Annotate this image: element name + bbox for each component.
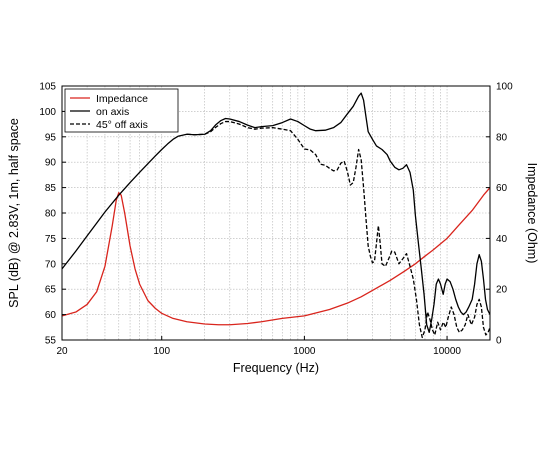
y-tick-label: 60 bbox=[45, 310, 57, 321]
x-tick-label: 1000 bbox=[293, 346, 316, 357]
y-tick-label: 75 bbox=[45, 234, 57, 245]
y2-tick-label: 40 bbox=[496, 234, 508, 245]
tick-layer: 20 100 1000 10000 55 60 65 70 75 80 85 90 95 100 105 0 2… bbox=[39, 82, 513, 358]
x-axis-label: Frequency (Hz) bbox=[233, 361, 319, 375]
series-line-2 bbox=[186, 120, 490, 339]
y-tick-label: 105 bbox=[39, 82, 56, 93]
y-tick-label: 100 bbox=[39, 107, 56, 118]
legend-label-1: on axis bbox=[96, 106, 129, 118]
y-tick-label: 80 bbox=[45, 209, 57, 220]
y-axis-label: SPL (dB) @ 2.83V, 1m, half space bbox=[7, 118, 21, 308]
y2-tick-label: 0 bbox=[496, 336, 502, 347]
y2-tick-label: 80 bbox=[496, 132, 508, 143]
y-tick-label: 90 bbox=[45, 158, 57, 169]
y-tick-label: 85 bbox=[45, 183, 57, 194]
y2-axis-label: Impedance (Ohm) bbox=[525, 163, 539, 264]
y-tick-label: 65 bbox=[45, 285, 57, 296]
x-tick-label: 10000 bbox=[433, 346, 461, 357]
x-tick-label: 100 bbox=[153, 346, 170, 357]
series-layer bbox=[62, 92, 490, 339]
grid bbox=[62, 86, 490, 340]
y2-tick-label: 60 bbox=[496, 183, 508, 194]
y-tick-label: 55 bbox=[45, 336, 57, 347]
legend-label-0: Impedance bbox=[96, 93, 148, 105]
y-tick-label: 95 bbox=[45, 132, 57, 143]
y-tick-label: 70 bbox=[45, 259, 57, 270]
legend-label-2: 45° off axis bbox=[96, 119, 148, 131]
y2-tick-label: 100 bbox=[496, 82, 513, 93]
x-tick-label: 20 bbox=[56, 346, 68, 357]
y2-tick-label: 20 bbox=[496, 285, 508, 296]
